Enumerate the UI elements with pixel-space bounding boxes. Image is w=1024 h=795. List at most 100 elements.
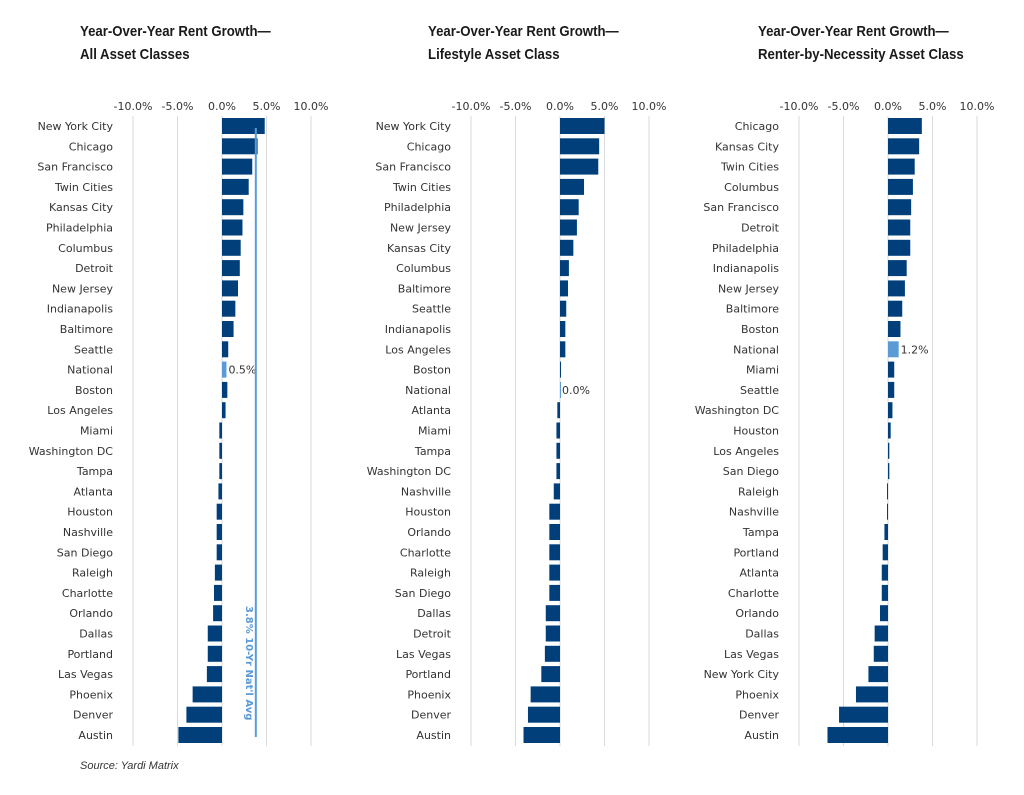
data-label: 0.5% [228, 364, 256, 377]
chart-3: -10.0% -5.0% 0.0% 5.0% 10.0% Chicago Kansas Ci… [695, 100, 995, 746]
bar [556, 422, 560, 439]
category-label: Houston [67, 506, 113, 519]
category-label: Austin [416, 729, 451, 742]
chart-3-title: Year-Over-Year Rent Growth— Renter-by-Ne… [758, 20, 964, 66]
x-tick-label: -5.0% [828, 100, 860, 113]
bar [879, 605, 888, 622]
category-label: Charlotte [728, 587, 779, 600]
bar [888, 260, 907, 277]
bar [888, 321, 901, 337]
category-label: San Francisco [375, 161, 451, 174]
category-label: Raleigh [72, 567, 113, 580]
category-label: San Diego [57, 546, 113, 559]
bar [222, 158, 253, 175]
category-label: Washington DC [695, 404, 780, 417]
bar [213, 584, 222, 601]
bar-national [560, 381, 561, 398]
category-label: Portland [405, 668, 451, 681]
category-label: San Diego [395, 587, 451, 600]
bar [888, 381, 895, 398]
bar [544, 645, 560, 662]
category-label: Seattle [412, 303, 451, 316]
bar [560, 341, 566, 358]
bar [216, 544, 222, 561]
category-label: Twin Cities [392, 181, 451, 194]
bar [888, 300, 903, 317]
category-label: Detroit [75, 262, 114, 275]
chart-3-title-line2: Renter-by-Necessity Asset Class [758, 46, 964, 63]
category-label: Chicago [407, 140, 451, 153]
category-label: Orlando [69, 607, 113, 620]
x-tick-label: 10.0% [960, 100, 995, 113]
category-label: Houston [733, 425, 779, 438]
category-label: Los Angeles [47, 404, 113, 417]
chart-1: -10.0% -5.0% 0.0% 5.0% 10.0% New York City Chi… [29, 100, 328, 746]
category-label: Twin Cities [54, 181, 113, 194]
bar [206, 666, 222, 683]
category-label: Columbus [58, 242, 113, 255]
category-label: Philadelphia [46, 222, 113, 235]
bar [222, 300, 236, 317]
bar [219, 422, 222, 439]
category-label: New York City [704, 668, 780, 681]
bar [207, 625, 222, 642]
chart-1-title-line2: All Asset Classes [80, 46, 190, 63]
bar [222, 280, 239, 297]
category-label: Atlanta [740, 567, 779, 580]
x-tick-label: -10.0% [452, 100, 491, 113]
bar [560, 321, 566, 337]
category-label: Indianapolis [385, 323, 452, 336]
category-label: New York City [38, 120, 114, 133]
category-label: Orlando [735, 607, 779, 620]
category-label: Detroit [413, 628, 452, 641]
category-label: Chicago [69, 140, 113, 153]
bar [556, 442, 560, 459]
category-label: Las Vegas [396, 648, 451, 661]
category-label: Seattle [74, 343, 113, 356]
category-label: Seattle [740, 384, 779, 397]
category-label: Phoenix [735, 688, 779, 701]
bar [545, 605, 560, 622]
x-tick-label: 5.0% [591, 100, 619, 113]
bar [549, 564, 560, 581]
category-label: Nashville [401, 485, 451, 498]
bar [541, 666, 560, 683]
bar [560, 219, 577, 236]
bar [888, 280, 905, 297]
bar [222, 219, 243, 236]
chart-2-title-line1: Year-Over-Year Rent Growth— [428, 23, 619, 40]
bar [888, 361, 895, 378]
bar [868, 666, 888, 683]
reference-line-label: 3.8% 10-Yr Nat'l Avg [243, 606, 254, 720]
bar [222, 118, 265, 134]
bar [873, 645, 888, 662]
bar [553, 483, 560, 500]
data-label: 1.2% [901, 343, 929, 356]
x-tick-label: 0.0% [874, 100, 902, 113]
bar [888, 463, 890, 480]
x-tick-label: 0.0% [546, 100, 574, 113]
category-label: Denver [73, 709, 113, 722]
bar [549, 544, 560, 561]
category-label: Charlotte [400, 546, 451, 559]
x-tick-label: -10.0% [114, 100, 153, 113]
bar [560, 138, 600, 155]
category-label: Las Vegas [724, 648, 779, 661]
bar [222, 199, 244, 216]
bar [560, 300, 567, 317]
bar [887, 483, 888, 500]
x-tick-label: -10.0% [780, 100, 819, 113]
bar [888, 118, 922, 134]
category-label: Los Angeles [713, 445, 779, 458]
bar [888, 239, 911, 256]
bar [839, 706, 888, 723]
bar [560, 199, 579, 216]
category-label: Miami [418, 425, 451, 438]
chart-2-title: Year-Over-Year Rent Growth— Lifestyle As… [428, 20, 619, 66]
category-label: National [67, 364, 113, 377]
bar [222, 341, 229, 358]
bar [545, 625, 560, 642]
category-label: Houston [405, 506, 451, 519]
category-label: Dallas [79, 628, 113, 641]
bar [560, 118, 605, 134]
